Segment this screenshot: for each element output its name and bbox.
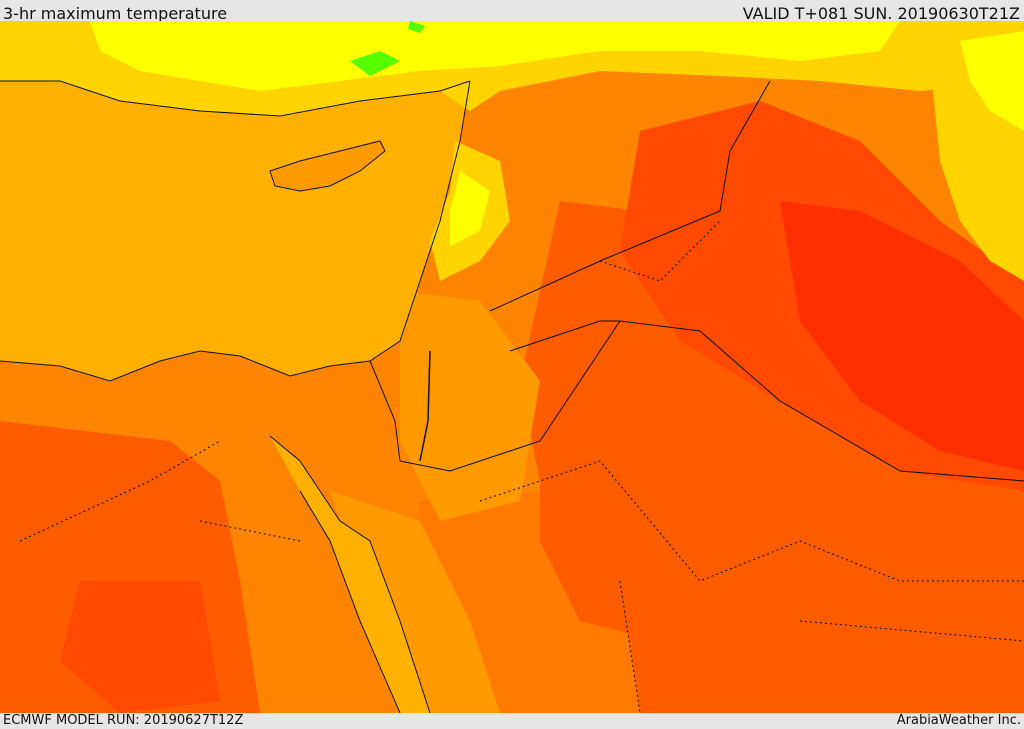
- model-run: ECMWF MODEL RUN: 20190627T12Z: [3, 713, 244, 728]
- coastline-levant: [0, 80, 471, 382]
- border-egypt-israel: [369, 360, 401, 462]
- mediterranean-sea: [0, 21, 470, 381]
- coastline-red-sea-east: [299, 490, 401, 713]
- border-jordan: [399, 320, 621, 472]
- coastline-red-sea: [269, 435, 431, 713]
- coastline-turkey: [0, 80, 471, 117]
- zone-zagros-yellow-2: [960, 31, 1024, 131]
- map-title: 3-hr maximum temperature: [3, 4, 228, 21]
- border-syria-iraq: [489, 80, 771, 312]
- zone-egypt-pocket: [60, 581, 220, 713]
- dotted-borders: [19, 220, 1024, 713]
- cyprus: [269, 140, 386, 192]
- red-sea: [270, 436, 430, 713]
- dead-sea-line: [419, 350, 431, 462]
- zone-saudi-dark: [540, 421, 700, 641]
- valid-time: VALID T+081 SUN. 20190630T21Z: [742, 4, 1020, 21]
- zone-levant-light: [400, 291, 540, 521]
- top-bar: 3-hr maximum temperature VALID T+081 SUN…: [0, 0, 1024, 21]
- credit: ArabiaWeather Inc.: [896, 713, 1021, 728]
- zone-turkey-green-2: [408, 21, 425, 33]
- temperature-map[interactable]: [0, 21, 1024, 713]
- zone-turkey-yellow: [90, 21, 900, 91]
- zone-iraq-red-core: [780, 201, 1024, 471]
- border-saudi-iraq: [619, 320, 1024, 482]
- zone-turkey-green: [350, 51, 400, 76]
- temperature-map-canvas: [0, 21, 1024, 713]
- bottom-bar: ECMWF MODEL RUN: 20190627T12Z ArabiaWeat…: [0, 713, 1024, 729]
- zone-lebanon-bright: [450, 171, 490, 246]
